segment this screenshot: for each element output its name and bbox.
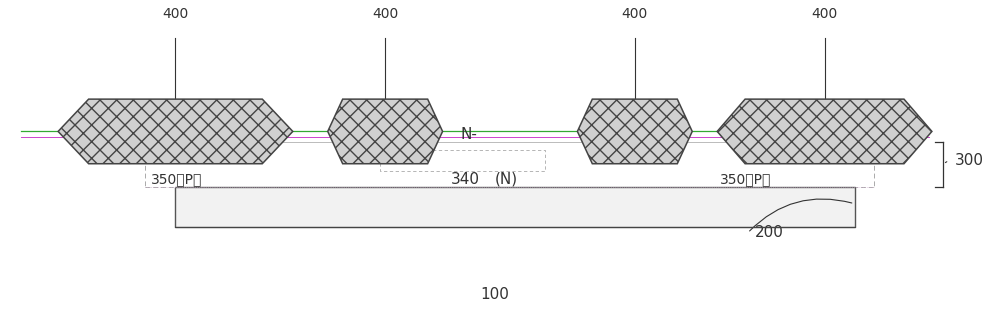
Text: N-: N-	[460, 127, 477, 142]
Polygon shape	[328, 99, 443, 164]
Text: 200: 200	[755, 226, 784, 240]
Text: 400: 400	[622, 7, 648, 21]
Text: 340: 340	[451, 171, 480, 187]
Polygon shape	[577, 99, 692, 164]
Text: 400: 400	[162, 7, 189, 21]
Polygon shape	[717, 99, 932, 164]
Text: 350（P）: 350（P）	[150, 172, 202, 186]
Polygon shape	[58, 99, 293, 164]
Text: 100: 100	[481, 287, 509, 302]
Text: 300: 300	[954, 153, 983, 168]
Text: (N): (N)	[495, 171, 518, 187]
Text: 310: 310	[367, 131, 393, 145]
Bar	[175, 187, 855, 227]
Text: 400: 400	[372, 7, 398, 21]
Text: 350（P）: 350（P）	[720, 172, 771, 186]
Text: 400: 400	[811, 7, 838, 21]
